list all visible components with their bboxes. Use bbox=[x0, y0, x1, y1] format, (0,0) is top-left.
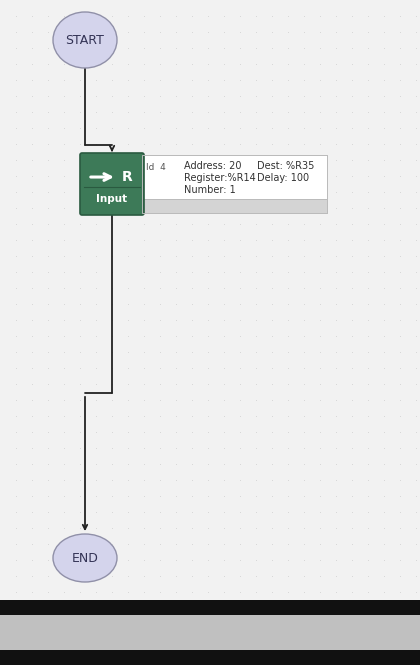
Text: Delay: 100: Delay: 100 bbox=[257, 173, 309, 183]
Bar bbox=[0, 600, 420, 665]
Bar bbox=[142, 155, 327, 199]
Text: Number: 1: Number: 1 bbox=[184, 185, 236, 195]
Text: Input: Input bbox=[97, 194, 128, 204]
Text: Register:%R14: Register:%R14 bbox=[184, 173, 256, 183]
Bar bbox=[142, 199, 327, 213]
Ellipse shape bbox=[53, 12, 117, 68]
Bar bbox=[0, 615, 420, 650]
Text: Address: 20: Address: 20 bbox=[184, 161, 242, 171]
Bar bbox=[142, 155, 327, 213]
Text: Dest: %R35: Dest: %R35 bbox=[257, 161, 315, 171]
Ellipse shape bbox=[53, 534, 117, 582]
Text: START: START bbox=[66, 33, 105, 47]
FancyBboxPatch shape bbox=[80, 153, 144, 215]
Text: R: R bbox=[122, 170, 133, 184]
Text: Id  4: Id 4 bbox=[146, 163, 166, 172]
Text: END: END bbox=[71, 551, 98, 565]
